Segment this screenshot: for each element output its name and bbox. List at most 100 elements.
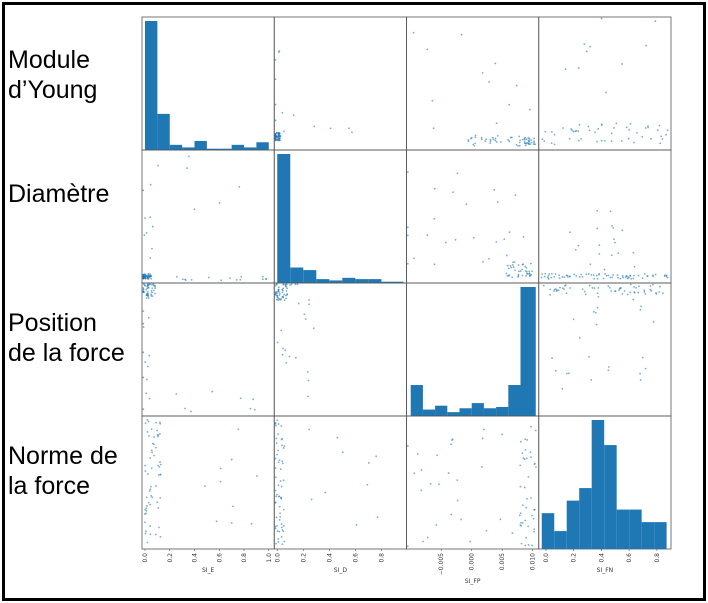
scatter-point-2-3-37 [593,287,596,289]
cell-frame-3-2 [406,415,540,550]
x-tick-label-1-2: 0.4 [326,553,333,563]
scatter-point-3-1-59 [278,530,281,533]
scatter-point-1-0-90 [218,202,221,204]
scatter-point-3-0-46 [146,504,148,507]
scatter-point-2-0-19 [148,283,151,286]
scatter-point-1-3-24 [664,274,666,277]
histogram-bar-si_e-4 [194,140,207,150]
scatter-point-2-0-64 [239,397,242,400]
scatter-point-3-2-6 [523,486,526,489]
x-tick-label-0-2: 0.4 [192,553,199,563]
scatter-point-1-3-18 [585,273,588,276]
cell-frame-2-1 [273,282,407,417]
scatter-point-3-1-64 [308,428,311,431]
scatter-point-0-2-35 [489,138,492,141]
scatter-point-3-1-23 [280,485,283,488]
scatter-point-0-2-33 [495,141,498,143]
scatter-point-1-3-63 [590,273,593,276]
scatter-point-3-1-44 [281,543,284,546]
scatter-point-3-1-11 [282,524,285,527]
scatter-point-2-1-41 [281,288,284,291]
scatter-point-3-0-35 [157,464,159,467]
scatter-point-0-2-57 [530,141,533,144]
scatter-point-0-2-12 [474,142,476,145]
scatter-point-1-0-41 [145,277,147,280]
scatter-point-2-3-53 [652,283,654,286]
scatter-point-1-3-78 [610,254,613,257]
scatter-point-3-0-19 [155,446,157,449]
scatter-point-0-3-50 [564,68,567,71]
scatter-point-2-3-59 [566,372,568,375]
scatter-point-2-3-10 [629,283,632,286]
scatter-point-0-1-51 [274,139,277,142]
scatter-point-2-0-61 [175,393,178,395]
scatter-point-1-3-15 [553,275,556,278]
scatter-point-0-2-34 [507,138,510,141]
scatter-point-2-3-60 [551,357,553,359]
scatter-point-1-3-69 [625,275,628,278]
scatter-point-3-0-67 [219,480,222,483]
scatter-point-2-0-66 [211,390,214,393]
x-tick-label-1-3: 0.6 [352,553,359,563]
scatter-point-1-2-30 [519,270,522,273]
scatter-point-0-3-14 [596,140,598,143]
scatter-point-0-1-50 [278,135,280,137]
scatter-point-2-3-27 [553,288,556,291]
scatter-point-1-2-12 [518,270,520,273]
histogram-bar-si_d-0 [277,154,291,283]
scatter-point-2-1-19 [278,292,281,295]
scatter-point-3-1-39 [278,459,281,462]
histogram-bar-si_fp-9 [520,287,536,416]
scatter-point-2-0-34 [150,294,153,297]
scatter-point-3-0-23 [150,485,152,488]
scatter-point-2-3-48 [623,290,626,292]
scatter-point-0-2-6 [467,140,470,143]
scatter-point-2-3-4 [549,288,552,291]
scatter-point-3-2-57 [420,489,423,492]
scatter-point-1-0-84 [145,232,148,234]
scatter-point-0-2-2 [491,136,494,139]
scatter-point-2-1-68 [275,283,278,286]
scatter-point-0-3-15 [553,133,556,136]
scatter-point-2-3-55 [632,298,635,301]
histogram-bar-si_e-1 [157,113,170,150]
scatter-point-2-1-60 [285,362,288,364]
scatter-point-0-3-49 [577,139,580,142]
scatter-point-1-0-61 [229,277,231,279]
scatter-point-0-2-14 [489,142,492,145]
scatter-point-1-3-66 [652,275,654,278]
scatter-point-3-0-43 [156,433,159,436]
scatter-point-1-0-77 [151,225,154,228]
scatter-point-1-2-2 [505,272,508,275]
histogram-bar-si_fp-6 [483,408,497,416]
histogram-bar-si_d-3 [316,279,330,283]
cell-frame-3-1 [273,415,407,550]
scatter-point-2-0-32 [150,289,153,292]
scatter-point-1-3-16 [558,277,561,280]
scatter-point-2-3-74 [652,320,655,323]
scatter-point-2-0-43 [142,291,145,293]
x-tick-label-2-0: −0.005 [438,553,445,575]
scatter-point-3-1-50 [277,538,280,540]
scatter-point-0-2-63 [515,84,518,87]
scatter-point-1-3-6 [547,274,550,277]
scatter-point-2-0-42 [146,292,148,295]
scatter-point-3-2-0 [525,536,528,539]
scatter-point-1-3-45 [581,275,584,278]
scatter-point-2-0-67 [249,407,252,410]
scatter-point-1-2-57 [503,238,506,241]
scatter-point-0-3-18 [574,130,577,133]
scatter-point-3-2-55 [447,472,450,474]
scatter-point-2-0-51 [142,408,145,411]
scatter-point-3-0-17 [150,494,153,497]
histogram-bar-si_d-5 [342,277,356,283]
scatter-point-0-1-60 [281,111,284,114]
scatter-point-1-3-37 [629,275,632,277]
scatter-point-0-2-42 [533,140,535,143]
scatter-point-3-0-50 [154,533,157,536]
row-label-diameter: Diamètre [8,180,110,208]
scatter-point-2-0-38 [147,284,150,287]
scatter-point-0-2-67 [495,122,498,125]
scatter-point-0-2-62 [494,62,497,65]
scatter-point-1-2-42 [482,260,484,263]
